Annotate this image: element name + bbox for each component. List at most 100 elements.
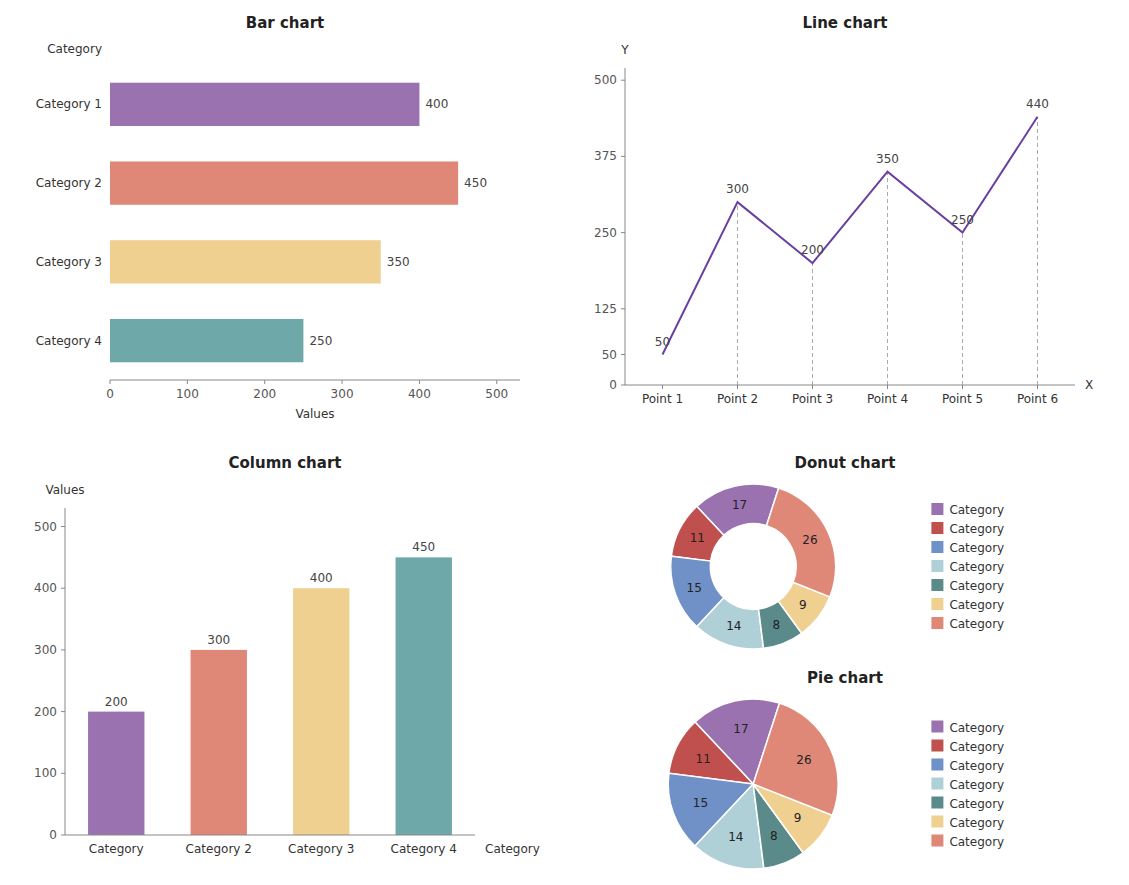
tick <box>962 385 963 389</box>
tick <box>621 232 625 233</box>
legend-entry: Category <box>949 598 1004 612</box>
chart-title: Line chart <box>802 14 887 32</box>
legend-swatch <box>931 579 943 591</box>
tick <box>342 380 343 384</box>
donut-chart: Donut chart171115148926CategoryCategoryC… <box>671 454 1005 649</box>
legend-entry: Category <box>949 541 1004 555</box>
tick-label: Category 3 <box>288 842 354 856</box>
tick-label: Point 6 <box>1017 392 1058 406</box>
data-label: 26 <box>802 533 817 547</box>
tick <box>496 380 497 384</box>
data-label: 450 <box>464 176 487 190</box>
tick-label: Point 2 <box>717 392 758 406</box>
legend-swatch <box>931 541 943 553</box>
drop-line <box>737 202 738 385</box>
tick-label: 250 <box>594 226 617 240</box>
bar <box>110 161 458 204</box>
pie-chart: Pie chart171115148926CategoryCategoryCat… <box>668 669 1004 869</box>
tick <box>621 308 625 309</box>
marks <box>88 557 452 835</box>
tick-label: 200 <box>34 705 57 719</box>
tick <box>187 380 188 384</box>
legend-entry: Category <box>949 721 1004 735</box>
tick <box>61 588 65 589</box>
chart-title: Pie chart <box>807 669 883 687</box>
marks <box>110 83 458 363</box>
data-label: 9 <box>799 598 807 612</box>
tick <box>621 156 625 157</box>
tick-label: Category 1 <box>36 97 102 111</box>
legend-swatch <box>931 835 943 847</box>
data-label: 300 <box>207 633 230 647</box>
legend-entry: Category <box>949 835 1004 849</box>
data-label: 14 <box>726 619 741 633</box>
bar <box>293 588 349 835</box>
drop-line <box>962 233 963 385</box>
figure: Bar chart400Category 1450Category 2350Ca… <box>0 0 1129 885</box>
data-label: 11 <box>696 752 711 766</box>
data-label: 26 <box>796 753 811 767</box>
tick <box>621 354 625 355</box>
tick-label: Category 2 <box>36 176 102 190</box>
data-label: 400 <box>310 571 333 585</box>
column-chart: Column chart200Category300Category 2400C… <box>34 454 540 856</box>
axis-line <box>110 380 520 381</box>
tick-label: 0 <box>609 378 617 392</box>
axis-label: Category <box>485 842 540 856</box>
legend-swatch <box>931 740 943 752</box>
tick <box>61 773 65 774</box>
tick <box>621 80 625 81</box>
legend-swatch <box>931 778 943 790</box>
data-label: 8 <box>772 618 780 632</box>
tick-label: Category 4 <box>391 842 457 856</box>
tick-label: 100 <box>34 766 57 780</box>
legend-entry: Category <box>949 522 1004 536</box>
tick <box>1037 385 1038 389</box>
legend-entry: Category <box>949 579 1004 593</box>
data-label: 14 <box>728 830 743 844</box>
tick <box>812 385 813 389</box>
slice <box>697 598 764 649</box>
data-label: 300 <box>726 182 749 196</box>
data-label: 250 <box>951 213 974 227</box>
legend-swatch <box>931 522 943 534</box>
data-label: 350 <box>387 255 410 269</box>
drop-line <box>812 263 813 385</box>
chart-title: Donut chart <box>795 454 896 472</box>
legend-entry: Category <box>949 617 1004 631</box>
legend-swatch <box>931 598 943 610</box>
tick-label: 200 <box>253 387 276 401</box>
tick-label: 400 <box>34 581 57 595</box>
data-label: 450 <box>412 540 435 554</box>
axis-label: Values <box>45 483 84 497</box>
axis-label: X <box>1085 378 1093 392</box>
drop-line <box>1037 117 1038 385</box>
line-chart: Line chart50Point 1300Point 2200Point 33… <box>594 14 1093 406</box>
tick-label: 0 <box>49 828 57 842</box>
legend-swatch <box>931 560 943 572</box>
tick <box>61 711 65 712</box>
tick <box>61 526 65 527</box>
chart-title: Column chart <box>229 454 342 472</box>
axis-label: Y <box>620 43 629 57</box>
tick-label: Point 3 <box>792 392 833 406</box>
tick-label: 125 <box>594 302 617 316</box>
data-label: 350 <box>876 152 899 166</box>
tick-label: Point 1 <box>642 392 683 406</box>
axis-line <box>625 385 1075 386</box>
chart-title: Bar chart <box>246 14 324 32</box>
data-label: 17 <box>733 722 748 736</box>
slice <box>753 703 838 815</box>
axis-label: Values <box>295 407 334 421</box>
legend-entry: Category <box>949 740 1004 754</box>
data-label: 9 <box>794 811 802 825</box>
tick-label: 500 <box>485 387 508 401</box>
data-label: 50 <box>655 335 670 349</box>
data-label: 15 <box>687 581 702 595</box>
tick <box>61 835 65 836</box>
legend-entry: Category <box>949 797 1004 811</box>
legend-swatch <box>931 721 943 733</box>
bar <box>396 557 452 835</box>
bar <box>110 319 303 362</box>
tick-label: 100 <box>176 387 199 401</box>
